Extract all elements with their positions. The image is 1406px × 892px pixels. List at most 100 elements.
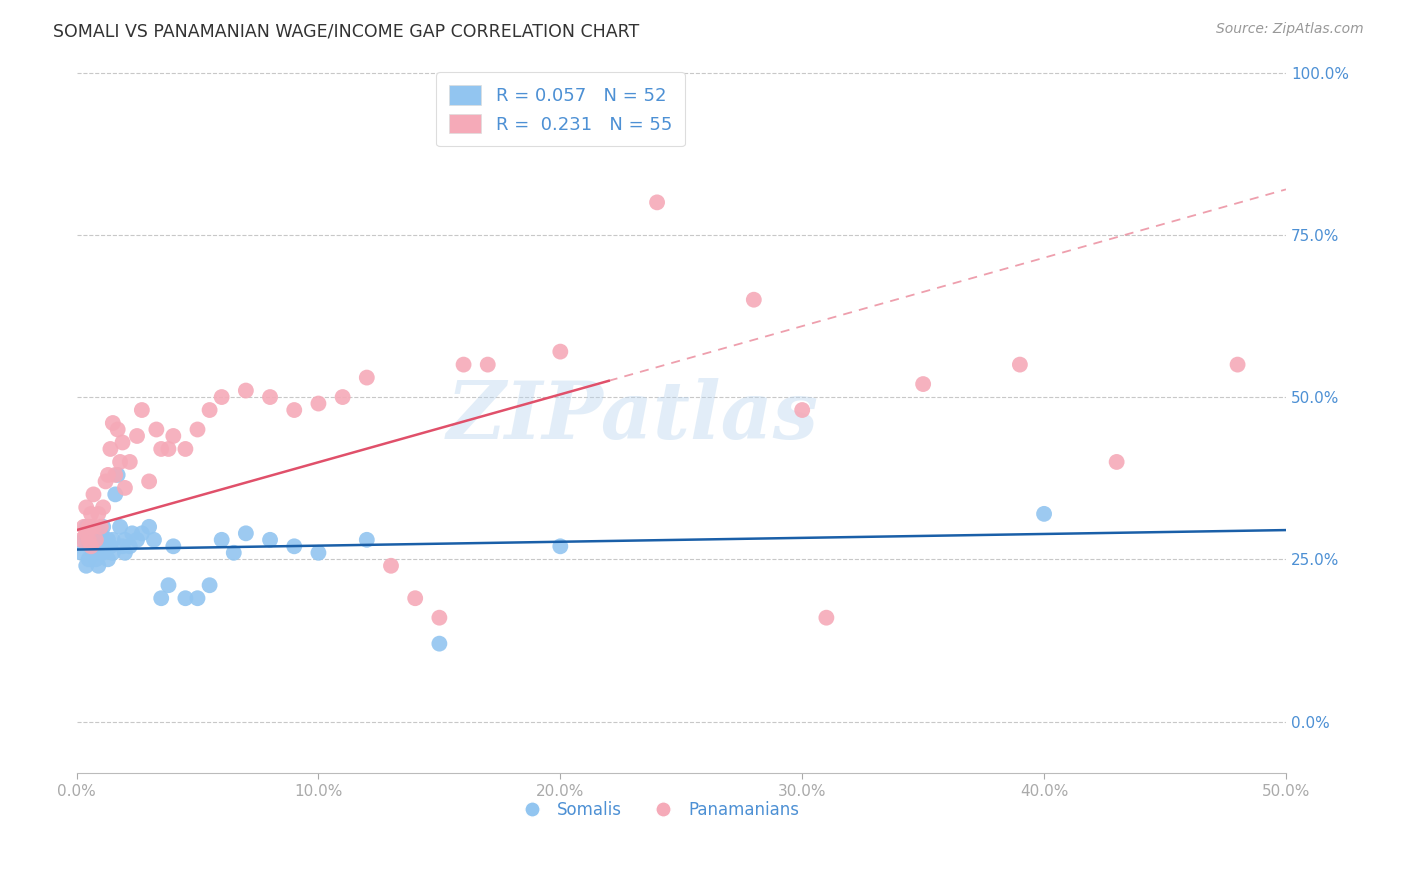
- Point: [97, 552, 120, 566]
- Point: [108, 455, 131, 469]
- Point: [157, 578, 180, 592]
- Point: [107, 422, 129, 436]
- Point: [80, 520, 103, 534]
- Legend: Somalis, Panamanians: Somalis, Panamanians: [508, 795, 806, 826]
- Point: [100, 442, 122, 456]
- Point: [84, 533, 107, 547]
- Point: [259, 533, 281, 547]
- Point: [80, 507, 103, 521]
- Point: [162, 539, 184, 553]
- Point: [91, 520, 114, 534]
- Point: [356, 370, 378, 384]
- Point: [118, 539, 141, 553]
- Point: [477, 358, 499, 372]
- Point: [82, 526, 104, 541]
- Point: [162, 429, 184, 443]
- Point: [104, 487, 127, 501]
- Point: [186, 422, 208, 436]
- Point: [70, 533, 93, 547]
- Point: [186, 591, 208, 606]
- Point: [125, 533, 148, 547]
- Point: [131, 403, 153, 417]
- Point: [73, 533, 96, 547]
- Point: [235, 526, 257, 541]
- Point: [429, 637, 451, 651]
- Point: [150, 442, 173, 456]
- Point: [111, 435, 134, 450]
- Point: [259, 390, 281, 404]
- Point: [94, 539, 117, 553]
- Point: [91, 546, 114, 560]
- Point: [138, 475, 160, 489]
- Point: [84, 552, 107, 566]
- Point: [742, 293, 765, 307]
- Point: [114, 533, 136, 547]
- Point: [211, 390, 233, 404]
- Point: [90, 520, 112, 534]
- Point: [145, 422, 167, 436]
- Point: [453, 358, 475, 372]
- Point: [104, 467, 127, 482]
- Point: [142, 533, 165, 547]
- Point: [550, 539, 572, 553]
- Point: [235, 384, 257, 398]
- Point: [77, 533, 100, 547]
- Point: [90, 546, 112, 560]
- Point: [91, 500, 114, 515]
- Point: [404, 591, 426, 606]
- Point: [75, 500, 97, 515]
- Point: [283, 403, 305, 417]
- Point: [77, 533, 100, 547]
- Point: [222, 546, 245, 560]
- Point: [114, 546, 136, 560]
- Point: [198, 403, 221, 417]
- Point: [380, 558, 402, 573]
- Point: [75, 526, 97, 541]
- Point: [211, 533, 233, 547]
- Point: [198, 578, 221, 592]
- Point: [283, 539, 305, 553]
- Point: [1033, 507, 1056, 521]
- Point: [429, 610, 451, 624]
- Point: [1226, 358, 1249, 372]
- Point: [82, 487, 104, 501]
- Point: [645, 195, 668, 210]
- Point: [131, 526, 153, 541]
- Point: [1105, 455, 1128, 469]
- Point: [87, 507, 110, 521]
- Point: [1008, 358, 1031, 372]
- Point: [111, 539, 134, 553]
- Point: [90, 526, 112, 541]
- Point: [121, 526, 143, 541]
- Point: [82, 546, 104, 560]
- Text: Source: ZipAtlas.com: Source: ZipAtlas.com: [1216, 22, 1364, 37]
- Point: [114, 481, 136, 495]
- Point: [150, 591, 173, 606]
- Point: [307, 546, 329, 560]
- Point: [101, 416, 124, 430]
- Point: [815, 610, 838, 624]
- Point: [138, 520, 160, 534]
- Point: [307, 396, 329, 410]
- Point: [101, 546, 124, 560]
- Point: [550, 344, 572, 359]
- Point: [174, 591, 197, 606]
- Point: [82, 520, 104, 534]
- Point: [912, 377, 935, 392]
- Point: [84, 539, 107, 553]
- Point: [118, 455, 141, 469]
- Point: [75, 520, 97, 534]
- Text: ZIPatlas: ZIPatlas: [447, 378, 818, 455]
- Point: [101, 533, 124, 547]
- Point: [87, 533, 110, 547]
- Point: [75, 558, 97, 573]
- Point: [80, 539, 103, 553]
- Point: [356, 533, 378, 547]
- Point: [80, 539, 103, 553]
- Point: [332, 390, 354, 404]
- Point: [87, 558, 110, 573]
- Point: [94, 475, 117, 489]
- Point: [107, 467, 129, 482]
- Point: [70, 546, 93, 560]
- Point: [73, 520, 96, 534]
